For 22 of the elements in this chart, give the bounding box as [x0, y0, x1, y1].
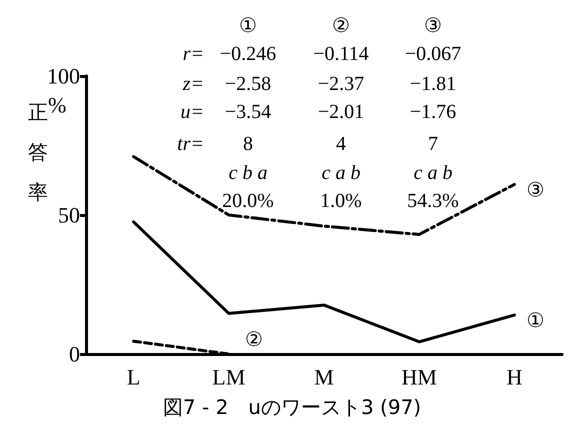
- series-label: ③: [526, 179, 544, 202]
- x-tick-label: H: [506, 364, 522, 390]
- y-tick-label: 0: [69, 342, 80, 366]
- y-axis-title: 正答率: [28, 102, 48, 204]
- text: z= −2.58 −2.37 −1.81: [182, 73, 456, 95]
- text: ① ② ③: [239, 15, 442, 37]
- text: c b a c a b c a b: [228, 162, 452, 184]
- text: 図7 - 2 uのワースト3 (97): [162, 395, 422, 419]
- y-tick-label: 50: [58, 202, 80, 228]
- x-tick-label: L: [126, 364, 140, 390]
- y-tick-label: 100: [47, 64, 80, 88]
- text: 20.0% 1.0% 54.3%: [222, 190, 459, 212]
- line-series: [132, 155, 516, 236]
- text: %: [48, 92, 66, 118]
- text: r= −0.246 −0.114 −0.067: [182, 43, 462, 65]
- series-label: ②: [244, 329, 263, 351]
- series-label: ①: [526, 310, 544, 332]
- text: tr= 8 4 7: [177, 133, 438, 155]
- x-tick-label: HM: [401, 364, 437, 390]
- x-tick-label: M: [314, 364, 334, 390]
- x-tick-label: LM: [212, 364, 246, 390]
- text: u= −3.54 −2.01 −1.76: [180, 101, 456, 123]
